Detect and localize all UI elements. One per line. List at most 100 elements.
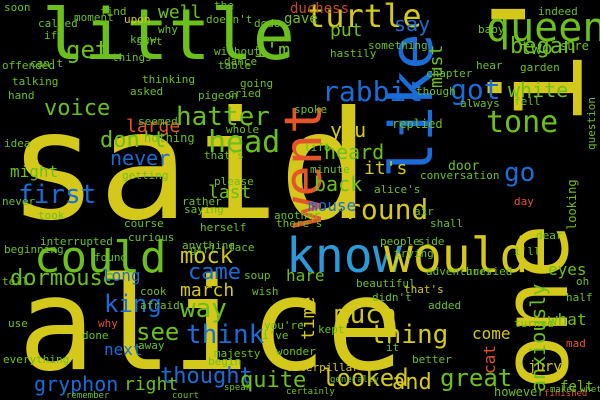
word-small: sort bbox=[136, 35, 163, 48]
word-never: never bbox=[110, 146, 171, 170]
word-small: speak bbox=[224, 383, 252, 393]
word-small: getting bbox=[122, 169, 169, 182]
word-thought: thought bbox=[160, 364, 253, 389]
word-small: generally bbox=[330, 375, 379, 385]
word-cat: cat bbox=[480, 345, 499, 374]
word-small: makes bbox=[550, 385, 578, 395]
word-small: spoke bbox=[294, 103, 328, 116]
word-small: fell bbox=[514, 95, 541, 108]
word-small: beginning bbox=[4, 243, 64, 256]
word-got: got bbox=[450, 73, 501, 106]
word-mouse: mouse bbox=[308, 196, 357, 215]
word-small: going bbox=[240, 77, 274, 90]
word-small: that's bbox=[404, 283, 444, 296]
word-small: why bbox=[158, 23, 178, 36]
word-small: took bbox=[38, 209, 65, 222]
word-small: didn't bbox=[372, 291, 412, 304]
word-small: wonder bbox=[276, 345, 316, 358]
word-small: upon bbox=[124, 13, 151, 26]
word-said: said bbox=[8, 80, 370, 254]
word-its: it's bbox=[364, 158, 408, 179]
word-small: use bbox=[8, 317, 28, 330]
word-and: and bbox=[392, 370, 432, 395]
word-small: alice's bbox=[374, 183, 421, 196]
word-small: done bbox=[82, 329, 109, 342]
word-quite: quite bbox=[240, 368, 307, 393]
word-come: come bbox=[472, 324, 511, 343]
word-small: remember bbox=[66, 391, 110, 400]
word-small: hurried bbox=[466, 265, 513, 278]
word-get: get bbox=[66, 36, 110, 64]
word-eyes: eyes bbox=[548, 260, 587, 279]
word-small: asked bbox=[130, 85, 164, 98]
word-small: baby bbox=[478, 23, 505, 36]
word-small: idea bbox=[4, 137, 31, 150]
word-small: why bbox=[98, 317, 118, 330]
word-small: moment bbox=[74, 11, 114, 24]
word-could: could bbox=[34, 232, 167, 283]
word-next: next bbox=[104, 340, 143, 359]
word-small: soup bbox=[244, 269, 271, 282]
word-small: life bbox=[304, 141, 331, 154]
word-small: oh bbox=[576, 275, 590, 288]
word-small: cried bbox=[228, 87, 262, 100]
word-small: chapter bbox=[426, 67, 473, 80]
word-round: round bbox=[344, 193, 429, 226]
word-small: girl bbox=[190, 243, 217, 256]
word-small: majesty bbox=[214, 347, 261, 360]
word-small: curious bbox=[128, 231, 175, 244]
word-small: please bbox=[214, 175, 254, 188]
word-small: people bbox=[380, 235, 420, 248]
word-would: would bbox=[384, 228, 529, 284]
word-small: anything bbox=[182, 239, 235, 252]
word-heard: heard bbox=[324, 140, 385, 164]
word-small: things bbox=[112, 51, 152, 64]
word-you: you bbox=[330, 118, 367, 142]
word-first: first bbox=[18, 180, 97, 210]
word-small: if bbox=[44, 29, 58, 42]
word-small: found bbox=[94, 251, 128, 264]
word-small: caterpillar bbox=[286, 361, 359, 374]
word-small: soon bbox=[4, 1, 31, 14]
word-what: what bbox=[548, 310, 587, 329]
word-way: way bbox=[180, 294, 227, 324]
word-duchess: duchess bbox=[290, 1, 350, 17]
word-small: there's bbox=[276, 217, 323, 230]
word-small: knew bbox=[130, 33, 157, 46]
word-small: court bbox=[172, 391, 200, 400]
word-small: half bbox=[566, 291, 593, 304]
word-anxiously: anxiously bbox=[526, 283, 550, 392]
word-see: see bbox=[136, 318, 180, 346]
word-alice: alice bbox=[18, 251, 404, 400]
word-march: march bbox=[180, 280, 235, 301]
word-small: question bbox=[585, 97, 598, 150]
word-small: talking bbox=[12, 75, 59, 88]
word-small: another bbox=[274, 209, 321, 222]
word-small: turned bbox=[514, 317, 554, 330]
word-two: two bbox=[520, 38, 553, 59]
word-small: offended bbox=[2, 59, 55, 72]
word-small: called bbox=[38, 17, 78, 30]
word-small: whole bbox=[226, 123, 260, 136]
word-say: say bbox=[394, 12, 431, 36]
word-hatter: hatter bbox=[176, 102, 270, 132]
word-small: dear bbox=[536, 229, 563, 242]
word-dormouse: dormouse bbox=[10, 266, 116, 291]
word-small: tell bbox=[2, 275, 29, 288]
word-small: i've bbox=[262, 329, 289, 342]
word-know: know bbox=[286, 228, 402, 284]
word-small: minute bbox=[310, 163, 350, 176]
word-small: hastily bbox=[330, 47, 377, 60]
word-small: cook bbox=[140, 285, 167, 298]
word-small: seemed bbox=[138, 115, 178, 128]
word-small: day bbox=[514, 195, 534, 208]
word-small: better bbox=[412, 353, 452, 366]
word-white: white bbox=[508, 78, 569, 102]
word-small: herself bbox=[200, 221, 247, 234]
word-small: i'll bbox=[514, 245, 541, 258]
word-small: conversation bbox=[420, 169, 500, 182]
word-small: afraid bbox=[140, 299, 180, 312]
word-right: right bbox=[124, 374, 179, 395]
word-small: kept bbox=[318, 323, 345, 336]
word-began: began bbox=[510, 34, 577, 59]
